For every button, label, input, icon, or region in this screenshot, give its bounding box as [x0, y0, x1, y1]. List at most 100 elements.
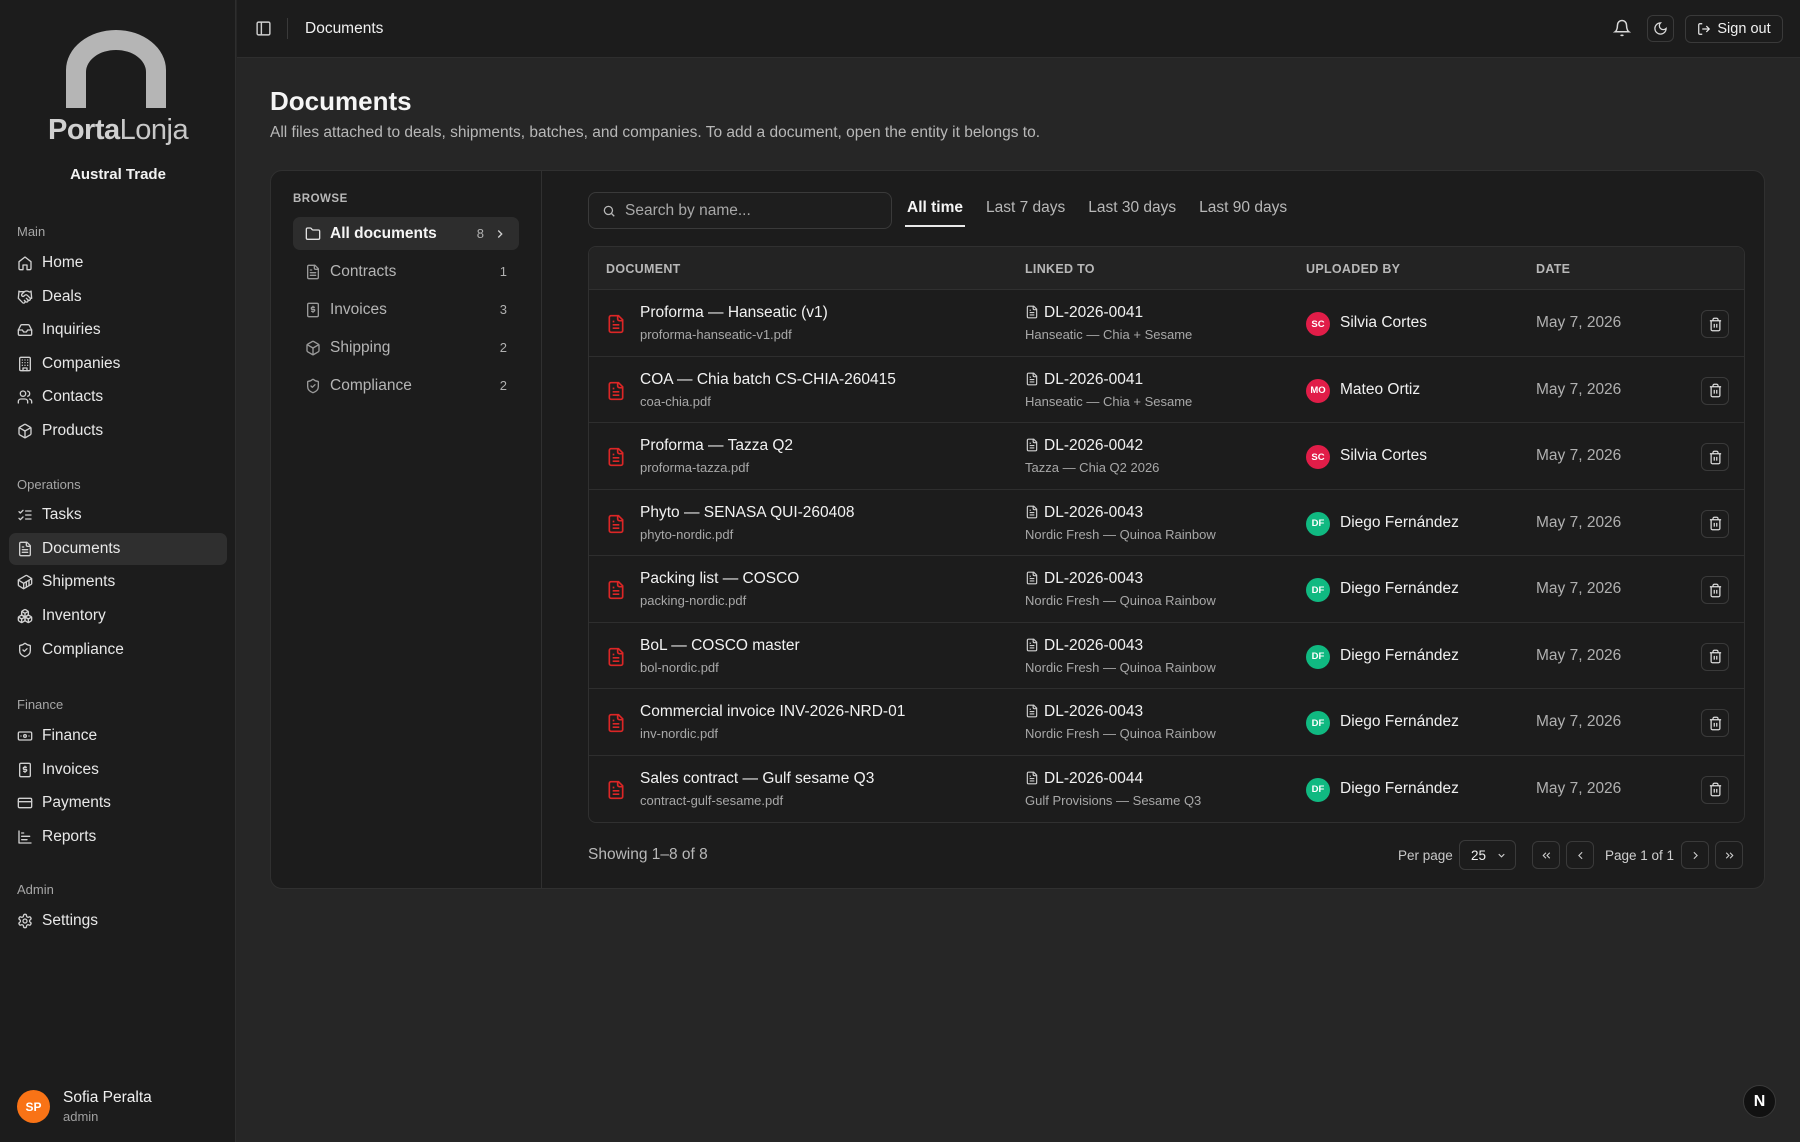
col-uploaded-by[interactable]: UPLOADED BY — [1306, 262, 1401, 276]
table-row[interactable]: Proforma — Hanseatic (v1) proforma-hansea… — [589, 290, 1744, 357]
table-row[interactable]: Sales contract — Gulf sesame Q3 contract-… — [589, 756, 1744, 823]
next-page-button[interactable] — [1681, 841, 1709, 869]
last-page-button[interactable] — [1715, 841, 1743, 869]
nav-item-payments[interactable]: Payments — [9, 787, 227, 819]
nav-item-compliance[interactable]: Compliance — [9, 634, 227, 666]
trash-icon — [1709, 317, 1721, 331]
table-row[interactable]: COA — Chia batch CS-CHIA-260415 coa-chia.… — [589, 357, 1744, 423]
nav-item-tasks[interactable]: Tasks — [9, 499, 227, 531]
linked-deal-link[interactable]: DL-2026-0043 — [1044, 570, 1144, 587]
nav-item-shipments[interactable]: Shipments — [9, 566, 227, 598]
nav-item-inquiries[interactable]: Inquiries — [9, 314, 227, 346]
tab-last-30-days[interactable]: Last 30 days — [1088, 199, 1177, 216]
linked-deal-link[interactable]: DL-2026-0043 — [1044, 503, 1144, 521]
delete-button[interactable] — [1701, 376, 1729, 405]
pdf-file-icon — [608, 381, 624, 400]
delete-button[interactable] — [1701, 443, 1729, 471]
document-name[interactable]: Commercial invoice INV-2026-NRD-01 — [640, 703, 906, 720]
delete-button[interactable] — [1701, 576, 1729, 604]
nav-item-label: Documents — [42, 540, 121, 557]
home-icon — [18, 256, 32, 271]
category-count: 2 — [499, 340, 507, 355]
category-all-documents[interactable]: All documents 8 — [293, 217, 519, 250]
tab-last-90-days[interactable]: Last 90 days — [1199, 199, 1288, 216]
file-text-icon — [1026, 771, 1038, 784]
linked-deal-link[interactable]: DL-2026-0043 — [1044, 636, 1144, 654]
pdf-file-icon — [608, 647, 624, 666]
user-profile[interactable]: SP Sofia Peralta admin — [17, 1089, 152, 1124]
file-text-icon — [1026, 638, 1038, 651]
nav-item-reports[interactable]: Reports — [9, 821, 227, 853]
document-name[interactable]: Phyto — SENASA QUI-260408 — [640, 503, 855, 521]
user-avatar: SP — [17, 1090, 50, 1123]
upload-date: May 7, 2026 — [1536, 513, 1622, 531]
company-name[interactable]: Austral Trade — [70, 166, 166, 183]
delete-button[interactable] — [1701, 775, 1729, 804]
search-icon — [603, 205, 615, 217]
category-shipping[interactable]: Shipping 2 — [293, 331, 519, 364]
nav-item-invoices[interactable]: Invoices — [9, 754, 227, 786]
document-name[interactable]: BoL — COSCO master — [640, 636, 800, 654]
table-row[interactable]: Proforma — Tazza Q2 proforma-tazza.pdf DL-… — [589, 423, 1744, 490]
nav-item-companies[interactable]: Companies — [9, 348, 227, 380]
nav-item-finance[interactable]: Finance — [9, 720, 227, 752]
category-invoices[interactable]: Invoices 3 — [293, 293, 519, 326]
table-row[interactable]: Commercial invoice INV-2026-NRD-01 inv-no… — [589, 689, 1744, 756]
nav-item-documents[interactable]: Documents — [9, 533, 227, 565]
pdf-file-icon — [608, 447, 624, 467]
document-name[interactable]: Proforma — Tazza Q2 — [640, 437, 794, 454]
nav-item-inventory[interactable]: Inventory — [9, 600, 227, 632]
table-row[interactable]: Phyto — SENASA QUI-260408 phyto-nordic.pd… — [589, 490, 1744, 556]
nav-item-settings[interactable]: Settings — [9, 905, 227, 937]
linked-deal-link[interactable]: DL-2026-0041 — [1044, 304, 1144, 321]
trash-icon — [1709, 649, 1721, 664]
linked-deal-link[interactable]: DL-2026-0043 — [1044, 703, 1144, 720]
nav-item-products[interactable]: Products — [9, 415, 227, 447]
linked-deal-link[interactable]: DL-2026-0042 — [1044, 437, 1144, 454]
per-page-select[interactable]: 25 — [1459, 840, 1516, 870]
category-count: 1 — [499, 264, 507, 279]
bell-icon[interactable] — [1613, 19, 1631, 37]
delete-button[interactable] — [1701, 509, 1729, 538]
file-text-icon — [1026, 438, 1038, 452]
linked-deal-link[interactable]: DL-2026-0044 — [1044, 769, 1144, 787]
log-out-icon — [1698, 23, 1711, 35]
search-input[interactable] — [625, 201, 865, 220]
linked-deal-link[interactable]: DL-2026-0041 — [1044, 370, 1144, 388]
delete-button[interactable] — [1701, 709, 1729, 737]
tab-last-7-days[interactable]: Last 7 days — [985, 199, 1066, 216]
nav-item-deals[interactable]: Deals — [9, 281, 227, 313]
document-name[interactable]: Sales contract — Gulf sesame Q3 — [640, 769, 875, 787]
sign-out-button[interactable]: Sign out — [1685, 15, 1783, 43]
sidebar-toggle-icon[interactable] — [255, 20, 272, 37]
document-name[interactable]: Proforma — Hanseatic (v1) — [640, 304, 828, 321]
delete-button[interactable] — [1701, 310, 1729, 338]
first-page-button[interactable] — [1532, 841, 1560, 869]
document-name[interactable]: Packing list — COSCO — [640, 570, 800, 587]
table-row[interactable]: BoL — COSCO master bol-nordic.pdf DL-2026-… — [589, 623, 1744, 689]
table-row[interactable]: Packing list — COSCO packing-nordic.pdf DL… — [589, 556, 1744, 623]
category-compliance[interactable]: Compliance 2 — [293, 369, 519, 402]
theme-toggle-button[interactable] — [1647, 15, 1674, 42]
category-contracts[interactable]: Contracts 1 — [293, 255, 519, 288]
delete-button[interactable] — [1701, 642, 1729, 671]
sidebar: PortaLonja Austral Trade Main Home Deals In… — [0, 0, 236, 1142]
browse-sidebar: BROWSE All documents 8 Contracts 1 Invoices 3… — [271, 171, 542, 888]
tab-all-time[interactable]: All time — [905, 195, 965, 227]
table-header: DOCUMENT LINKED TO UPLOADED BY DATE — [589, 247, 1744, 290]
dev-tools-badge[interactable]: N — [1743, 1085, 1776, 1118]
nav-item-home[interactable]: Home — [9, 247, 227, 279]
trash-icon — [1709, 782, 1721, 797]
upload-date: May 7, 2026 — [1536, 447, 1622, 464]
col-linked-to[interactable]: LINKED TO — [1025, 262, 1095, 276]
nav-item-contacts[interactable]: Contacts — [9, 381, 227, 413]
search-box[interactable] — [588, 192, 892, 229]
prev-page-button[interactable] — [1566, 841, 1594, 869]
document-filename: packing-nordic.pdf — [640, 593, 747, 608]
document-name[interactable]: COA — Chia batch CS-CHIA-260415 — [640, 370, 896, 388]
col-document[interactable]: DOCUMENT — [606, 262, 681, 276]
nav-item-label: Contacts — [42, 388, 104, 405]
nav-item-label: Companies — [42, 355, 121, 372]
brand-logo[interactable]: PortaLonja — [48, 30, 189, 150]
col-date[interactable]: DATE — [1536, 262, 1571, 276]
